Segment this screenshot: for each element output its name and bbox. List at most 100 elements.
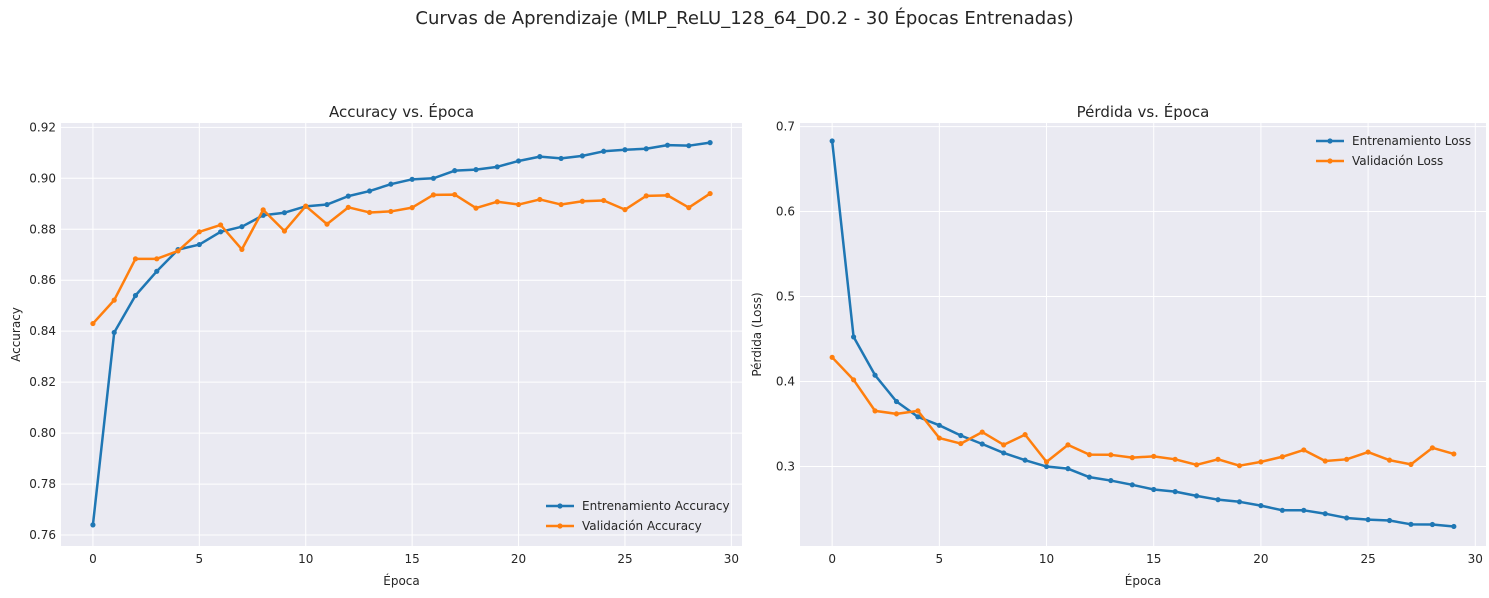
data-point-train [430, 175, 437, 181]
data-point-val [218, 222, 224, 228]
plot-area [61, 123, 742, 546]
y-tick-label: 0.86 [29, 273, 56, 287]
data-point-train [1236, 499, 1243, 505]
data-point-train [1108, 477, 1114, 484]
data-point-val [1172, 456, 1178, 462]
data-point-train [829, 138, 835, 144]
data-point-val [958, 440, 964, 447]
data-point-val [515, 201, 522, 208]
data-point-val [936, 435, 942, 441]
data-point-train [1172, 489, 1178, 495]
x-tick-label: 10 [1039, 552, 1054, 566]
data-point-val [175, 248, 181, 254]
data-point-train [1215, 497, 1221, 503]
legend-marker [557, 503, 563, 509]
data-point-train [893, 398, 900, 405]
x-tick-label: 15 [1146, 552, 1161, 566]
data-point-val [1322, 458, 1328, 464]
data-point-val [850, 377, 857, 383]
x-tick-label: 0 [828, 552, 836, 566]
data-point-train [1301, 507, 1307, 513]
data-point-train [1065, 466, 1071, 472]
data-point-val [1386, 457, 1393, 463]
data-point-val [1451, 451, 1457, 457]
legend-label: Validación Loss [1352, 154, 1443, 168]
data-point-train [915, 414, 921, 420]
data-point-train [979, 441, 985, 447]
y-tick-label: 0.88 [29, 222, 56, 236]
y-tick-label: 0.7 [776, 120, 795, 134]
data-point-val [1022, 432, 1028, 438]
data-point-val [1086, 452, 1093, 458]
data-point-train [1408, 521, 1414, 527]
data-point-val [281, 228, 288, 234]
y-tick-label: 0.78 [29, 477, 56, 491]
data-point-train [707, 140, 713, 146]
data-point-val [1043, 459, 1050, 465]
data-point-train [345, 193, 351, 199]
data-point-val [893, 411, 900, 417]
data-point-val [1108, 452, 1114, 458]
data-point-val [345, 204, 351, 210]
data-point-val [558, 201, 564, 208]
data-point-val [707, 190, 713, 197]
data-point-train [1043, 463, 1050, 470]
data-point-val [388, 208, 394, 215]
data-point-val [643, 193, 649, 199]
y-tick-label: 0.90 [29, 171, 56, 185]
data-point-train [686, 143, 692, 149]
data-point-val [1408, 461, 1414, 468]
legend-label: Validación Accuracy [582, 519, 702, 533]
data-point-val [1151, 453, 1157, 459]
data-point-train [872, 372, 878, 378]
data-point-train [239, 224, 245, 230]
figure-title: Curvas de Aprendizaje (MLP_ReLU_128_64_D… [415, 8, 1074, 29]
data-point-train [958, 432, 964, 439]
data-point-train [388, 181, 394, 187]
data-point-val [1065, 442, 1071, 448]
data-point-val [239, 246, 245, 252]
data-point-train [1386, 517, 1393, 524]
data-point-train [579, 153, 585, 159]
x-tick-label: 20 [511, 552, 526, 566]
data-point-train [622, 147, 628, 153]
data-point-val [622, 207, 628, 213]
data-point-val [1429, 445, 1436, 451]
loss-chart: 0 5 10 15 20 25 30 0.3 0.4 0.5 0.6 0.7 Pérdida vs. É… [750, 102, 1486, 588]
data-point-train [1193, 493, 1200, 499]
data-point-val [537, 196, 543, 203]
data-point-val [1258, 459, 1264, 465]
x-tick-label: 20 [1253, 552, 1268, 566]
data-point-val [1215, 456, 1221, 462]
data-point-val [829, 354, 835, 360]
accuracy-chart: 0 5 10 15 20 25 30 0.76 0.78 0.80 0.82 0.84 0.86 0.88… [9, 102, 742, 588]
data-point-train [281, 210, 288, 216]
data-point-val [90, 320, 96, 327]
data-point-train [1451, 523, 1457, 530]
data-point-val [1365, 449, 1371, 455]
data-point-train [1322, 511, 1328, 517]
data-point-val [324, 221, 330, 227]
data-point-train [664, 142, 671, 148]
data-point-train [111, 329, 117, 336]
legend-label: Entrenamiento Accuracy [582, 499, 730, 513]
data-point-train [643, 146, 649, 152]
chart-title: Pérdida vs. Época [1077, 102, 1210, 121]
data-point-val [1301, 447, 1307, 453]
data-point-val [579, 198, 585, 204]
data-point-val [452, 192, 458, 198]
data-point-train [154, 268, 160, 274]
data-point-val [915, 408, 921, 414]
y-tick-label: 0.92 [29, 120, 56, 134]
data-point-train [850, 334, 857, 340]
data-point-train [515, 158, 522, 164]
data-point-train [90, 522, 96, 528]
data-point-val [1279, 454, 1285, 460]
data-point-val [154, 256, 160, 262]
data-point-train [1151, 486, 1157, 493]
data-point-train [409, 176, 415, 182]
chart-title: Accuracy vs. Época [329, 102, 474, 121]
data-point-train [1001, 450, 1007, 456]
data-point-val [1236, 463, 1243, 469]
y-tick-label: 0.6 [776, 205, 795, 219]
